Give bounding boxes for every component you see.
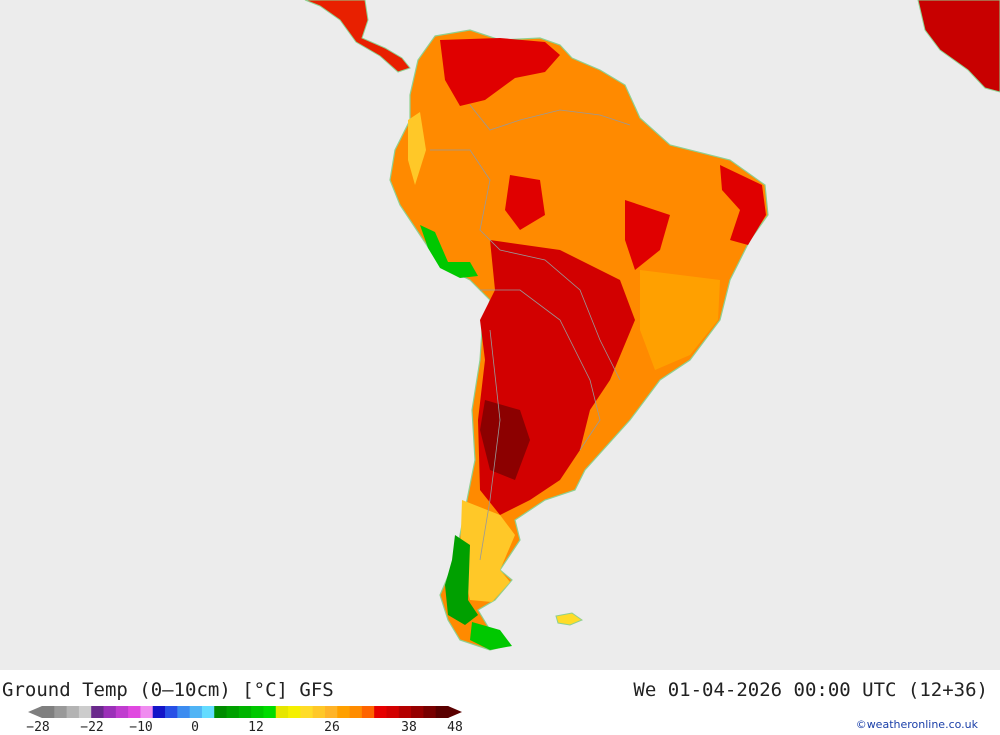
legend-swatch <box>337 706 351 718</box>
map-footer: Ground Temp (0–10cm) [°C] GFS We 01-04-2… <box>0 670 1000 735</box>
legend-swatch <box>214 706 228 718</box>
legend-swatch <box>201 706 215 718</box>
legend-tick-label: −10 <box>129 720 153 735</box>
legend-swatch <box>288 706 301 718</box>
hot-zone-east <box>625 200 670 270</box>
legend-swatch <box>54 706 68 718</box>
patagonia-green <box>445 535 478 625</box>
hot-zone-pampas-core <box>480 400 530 480</box>
legend-swatch <box>115 706 129 718</box>
tierra-del-fuego-green <box>470 622 512 650</box>
legend-swatch <box>66 706 80 718</box>
hot-zone-central <box>505 175 545 230</box>
legend-swatch <box>324 706 338 718</box>
legend-swatch <box>398 706 412 718</box>
legend-swatch <box>411 706 424 718</box>
legend-tick-label: −28 <box>26 720 50 735</box>
color-legend <box>28 706 462 718</box>
legend-swatch <box>423 706 437 718</box>
legend-tick-label: 26 <box>324 720 340 735</box>
andes-green-peru <box>420 225 478 278</box>
legend-arrow-low <box>28 706 42 718</box>
hot-zone-north <box>440 38 560 106</box>
legend-swatch <box>103 706 117 718</box>
legend-swatch <box>275 706 289 718</box>
temperature-map <box>0 0 1000 670</box>
legend-arrow-high <box>448 706 462 718</box>
legend-swatch <box>226 706 240 718</box>
legend-tick-label: 12 <box>248 720 264 735</box>
valid-time: We 01-04-2026 00:00 UTC (12+36) <box>633 679 988 701</box>
legend-tick-label: −22 <box>80 720 104 735</box>
africa-corner <box>917 0 1000 93</box>
legend-swatch <box>128 706 141 718</box>
patagonia-warm <box>460 500 515 602</box>
legend-swatch <box>263 706 277 718</box>
andes-cool-strip <box>408 112 426 185</box>
legend-tick-label: 48 <box>447 720 463 735</box>
map-canvas <box>0 0 1000 670</box>
falkland-islands <box>555 612 584 626</box>
hot-zone-northeast <box>720 165 766 245</box>
legend-swatch <box>435 706 449 718</box>
legend-swatch <box>361 706 375 718</box>
legend-swatch <box>300 706 314 718</box>
legend-swatch <box>165 706 178 718</box>
central-america <box>304 0 411 73</box>
legend-swatch <box>189 706 203 718</box>
legend-swatch <box>91 706 105 718</box>
legend-tick-label: 38 <box>401 720 417 735</box>
legend-swatch <box>78 706 92 718</box>
legend-swatch <box>177 706 191 718</box>
legend-swatch <box>349 706 363 718</box>
legend-swatch <box>140 706 154 718</box>
map-title: Ground Temp (0–10cm) [°C] GFS <box>2 679 334 701</box>
legend-swatch <box>238 706 252 718</box>
country-borders <box>430 104 631 561</box>
credit-link[interactable]: ©weatheronline.co.uk <box>855 718 978 731</box>
legend-swatch <box>152 706 166 718</box>
legend-swatch <box>374 706 387 718</box>
legend-swatch <box>42 706 55 718</box>
legend-swatch <box>312 706 326 718</box>
legend-tick-label: 0 <box>191 720 199 735</box>
legend-swatch <box>386 706 400 718</box>
warm-zone-southeast <box>640 270 720 370</box>
legend-swatch <box>251 706 264 718</box>
